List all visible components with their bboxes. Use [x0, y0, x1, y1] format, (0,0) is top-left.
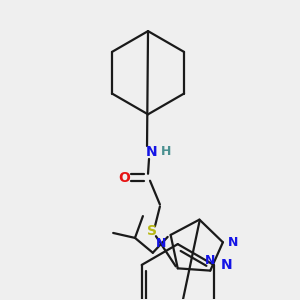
Text: H: H — [161, 146, 171, 158]
Text: N: N — [205, 254, 215, 267]
Text: N: N — [156, 237, 167, 250]
Text: S: S — [147, 224, 157, 238]
Text: N: N — [228, 236, 238, 249]
Text: N: N — [146, 145, 158, 159]
Text: N: N — [221, 258, 232, 272]
Text: O: O — [118, 171, 130, 185]
